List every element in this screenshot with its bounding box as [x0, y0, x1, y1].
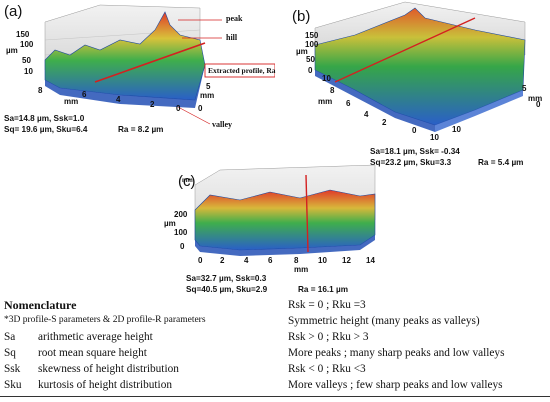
nomen-right-line: More valleys ; few sharp peaks and low v… [288, 379, 503, 391]
params-c-line2: Sq=40.5 µm, Sku=2.9 [186, 285, 268, 294]
z-unit: µm [6, 46, 18, 55]
y-unit: mm [528, 94, 543, 103]
corner-tick: 10 [430, 133, 439, 142]
x-tick: 10 [322, 74, 331, 83]
panel-a-label: (a) [4, 3, 23, 20]
z-tick: 200 [174, 210, 188, 219]
surface-plot-b [314, 1, 526, 132]
z-tick: 50 [22, 56, 31, 65]
y-tick: 5 [206, 82, 211, 91]
extracted-profile-line-b [334, 17, 476, 83]
nomen-desc: arithmetic average height [38, 331, 153, 343]
nomen-right-line: Rsk = 0 ; Rku =3 [288, 299, 366, 311]
nomen-row: Ssk skewness of height distribution [4, 361, 179, 377]
z-tick: mm [182, 178, 193, 184]
x-tick: 8 [294, 256, 299, 265]
annotation-extracted-profile: Extracted profile, Ra [208, 66, 276, 75]
x-tick: 0 [412, 126, 417, 135]
x-tick: 0 [198, 256, 203, 265]
ra-a: Ra = 8.2 µm [118, 125, 164, 134]
z-unit: µm [296, 47, 308, 56]
nomen-desc: root mean square height [38, 347, 147, 359]
x-tick: 0 [176, 104, 181, 113]
z-tick: 0 [180, 242, 185, 251]
nomen-row: Sku kurtosis of height distribution [4, 377, 172, 393]
params-c-line1: Sa=32.7 µm, Ssk=0.3 [186, 274, 267, 283]
surface-plot-a [44, 4, 275, 125]
nomen-right-line: Rsk < 0 ; Rku <3 [288, 363, 366, 375]
x-tick: 4 [364, 110, 369, 119]
x-tick: 6 [346, 99, 351, 108]
x-tick: 6 [82, 90, 87, 99]
panel-b-label: (b) [292, 8, 311, 25]
surface-plot-c [194, 164, 376, 256]
nomenclature-title: Nomenclature [4, 298, 77, 312]
nomen-right-line: More peaks ; many sharp peaks and low va… [288, 347, 505, 359]
z-tick: 50 [306, 55, 315, 64]
x-tick: 12 [342, 256, 351, 265]
surface-c [194, 189, 376, 251]
x-tick: 2 [220, 256, 225, 265]
z-tick: 100 [20, 40, 34, 49]
x-tick: 2 [382, 118, 387, 127]
nomen-symbol: Ssk [4, 363, 21, 375]
nomen-desc: skewness of height distribution [38, 363, 179, 375]
x-tick: 8 [330, 86, 335, 95]
x-unit: mm [294, 265, 309, 274]
nomen-right-line: Symmetric height (many peaks as valleys) [288, 315, 480, 327]
profile-annotation-box [204, 63, 275, 78]
nomen-right-line: Rsk > 0 ; Rku > 3 [288, 331, 369, 343]
panel-c-label: (c) [178, 173, 196, 190]
y-tick: 0 [536, 100, 541, 109]
corner-tick: 10 [452, 125, 461, 134]
x-tick: 14 [366, 256, 375, 265]
nomen-row: Sq root mean square height [4, 345, 147, 361]
z-tick: 150 [305, 31, 319, 40]
nomen-desc: kurtosis of height distribution [38, 379, 172, 391]
nomen-row: Sa arithmetic average height [4, 329, 153, 345]
params-a-line2: Sq= 19.6 µm, Sku=6.4 [4, 125, 88, 134]
z-tick: 100 [174, 228, 188, 237]
x-tick: 2 [150, 100, 155, 109]
x-tick: 8 [38, 86, 43, 95]
z-tick: 0 [308, 66, 313, 75]
x-tick: 4 [244, 256, 249, 265]
y-unit: mm [200, 91, 215, 100]
x-unit: mm [318, 97, 333, 106]
extracted-profile-line-a [94, 42, 206, 83]
params-b-line2: Sq=23.2 µm, Sku=3.3 [370, 158, 452, 167]
z-unit: µm [164, 219, 176, 228]
annotation-valley: valley [212, 120, 232, 129]
params-a-line1: Sa=14.8 µm, Ssk=1.0 [4, 114, 85, 123]
ra-b: Ra = 5.4 µm [478, 158, 524, 167]
x-tick: 4 [116, 95, 121, 104]
nomenclature-subtitle: *3D profile-S parameters & 2D profile-R … [4, 315, 206, 325]
nomen-symbol: Sa [4, 331, 16, 343]
y-tick: 0 [198, 104, 203, 113]
z-tick: 100 [305, 40, 319, 49]
y-tick: 5 [522, 84, 527, 93]
z-tick: 150 [16, 30, 30, 39]
extracted-profile-line-c [305, 174, 309, 253]
x-unit: mm [64, 97, 79, 106]
bottom-rule [0, 396, 550, 397]
params-b-line1: Sa=18.1 µm, Ssk= -0.34 [370, 147, 460, 156]
x-tick: 10 [318, 256, 327, 265]
nomen-symbol: Sq [4, 347, 16, 359]
z-tick: 10 [24, 67, 33, 76]
annotation-peak: peak [226, 14, 243, 23]
surface-b [314, 7, 526, 126]
x-tick: 6 [268, 256, 273, 265]
nomen-symbol: Sku [4, 379, 22, 391]
ra-c: Ra = 16.1 µm [298, 285, 349, 294]
annotation-hill: hill [226, 33, 238, 42]
